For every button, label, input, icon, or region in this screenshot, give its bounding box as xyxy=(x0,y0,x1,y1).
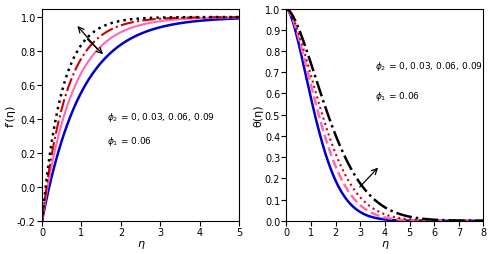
Y-axis label: θ(η): θ(η) xyxy=(254,104,264,126)
X-axis label: η: η xyxy=(137,239,144,248)
Text: $\phi_2$ = 0, 0.03, 0.06, 0.09: $\phi_2$ = 0, 0.03, 0.06, 0.09 xyxy=(107,110,215,123)
Text: $\phi_1$ = 0.06: $\phi_1$ = 0.06 xyxy=(375,89,420,102)
Text: $\phi_2$ = 0, 0.03, 0.06, 0.09: $\phi_2$ = 0, 0.03, 0.06, 0.09 xyxy=(375,60,483,73)
Y-axis label: f′(η): f′(η) xyxy=(6,104,16,126)
X-axis label: η: η xyxy=(382,239,388,248)
Text: $\phi_1$ = 0.06: $\phi_1$ = 0.06 xyxy=(107,134,152,147)
